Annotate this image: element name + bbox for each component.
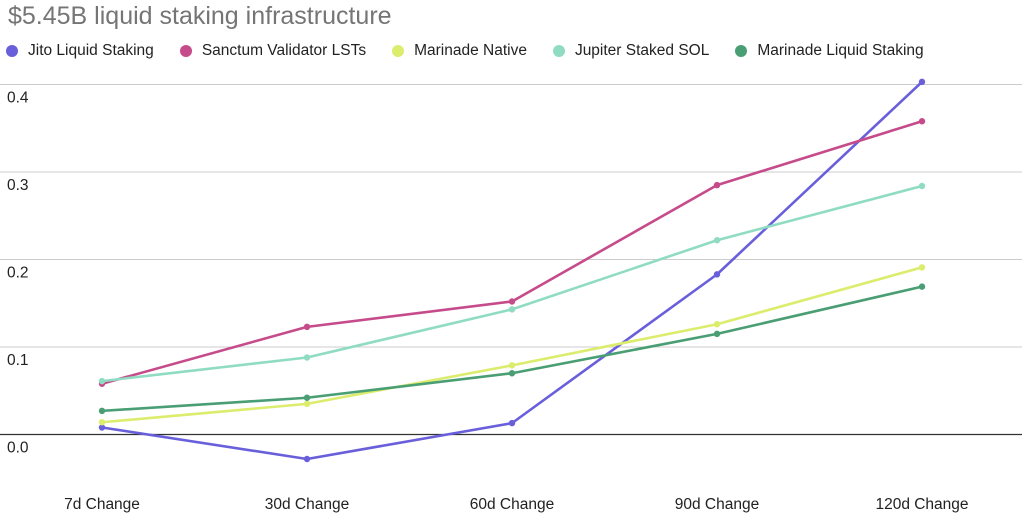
- x-tick-label: 90d Change: [675, 496, 759, 513]
- data-point-jupiter-staked-sol: [713, 237, 721, 244]
- data-point-sanctum-validator-lsts: [713, 181, 721, 189]
- y-tick-label: 0.0: [7, 440, 29, 457]
- data-point-marinade-native: [918, 264, 926, 271]
- x-tick-label: 7d Change: [64, 496, 140, 513]
- data-point-marinade-liquid-staking: [98, 407, 106, 415]
- data-point-sanctum-validator-lsts: [508, 298, 516, 305]
- legend-label: Jupiter Staked SOL: [574, 42, 710, 59]
- data-point-jupiter-staked-sol: [508, 306, 516, 313]
- legend-label: Marinade Liquid Staking: [757, 42, 924, 59]
- series-line-sanctum-validator-lsts: [100, 119, 924, 386]
- data-point-jupiter-staked-sol: [98, 377, 106, 385]
- x-tick-label: 60d Change: [470, 496, 554, 513]
- legend-swatch: [6, 45, 18, 57]
- data-point-marinade-liquid-staking: [303, 394, 311, 401]
- legend-item-jupiter-staked-sol: Jupiter Staked SOL: [552, 42, 710, 60]
- tick-layer: 0.0 0.1 0.2 0.3 0.4 7d Change 30d Change 60d Ch…: [7, 90, 969, 514]
- legend-item-marinade-liquid-staking: Marinade Liquid Staking: [735, 42, 924, 60]
- legend-swatch: [179, 45, 192, 57]
- y-tick-label: 0.2: [7, 265, 29, 282]
- data-point-marinade-liquid-staking: [713, 330, 721, 338]
- y-tick-label: 0.3: [7, 177, 29, 194]
- grid-layer: [0, 84, 1022, 348]
- data-point-jupiter-staked-sol: [918, 182, 926, 190]
- legend-label: Sanctum Validator LSTs: [201, 42, 367, 59]
- data-point-jito-liquid-staking: [508, 419, 516, 427]
- legend-swatch: [392, 45, 405, 57]
- x-tick-label: 30d Change: [265, 496, 349, 513]
- data-point-jito-liquid-staking: [918, 78, 926, 86]
- legend-item-marinade-native: Marinade Native: [392, 42, 527, 60]
- data-point-marinade-liquid-staking: [508, 370, 516, 377]
- chart-title: $5.45B liquid staking infrastructure: [8, 2, 392, 30]
- data-point-marinade-native: [713, 321, 721, 328]
- data-point-sanctum-validator-lsts: [918, 118, 926, 125]
- data-point-jito-liquid-staking: [713, 271, 721, 278]
- legend-item-jito-liquid-staking: Jito Liquid Staking: [6, 42, 154, 60]
- data-point-jito-liquid-staking: [303, 455, 311, 463]
- data-point-marinade-native: [303, 400, 311, 408]
- legend-swatch: [552, 45, 565, 57]
- data-point-jito-liquid-staking: [98, 424, 106, 431]
- legend-swatch: [735, 45, 748, 57]
- data-point-sanctum-validator-lsts: [303, 323, 311, 331]
- legend-label: Marinade Native: [414, 42, 527, 59]
- data-point-marinade-native: [508, 362, 516, 369]
- series-line-marinade-native: [100, 266, 924, 424]
- legend: Jito Liquid Staking Sanctum Validator LST…: [6, 38, 950, 64]
- legend-label: Jito Liquid Staking: [28, 42, 154, 59]
- point-layer: [98, 78, 926, 463]
- data-point-jupiter-staked-sol: [303, 354, 311, 361]
- y-tick-label: 0.1: [7, 352, 29, 369]
- y-tick-label: 0.4: [7, 90, 29, 107]
- data-point-marinade-liquid-staking: [918, 283, 926, 290]
- legend-item-sanctum-validator-lsts: Sanctum Validator LSTs: [179, 42, 367, 60]
- x-tick-label: 120d Change: [875, 496, 968, 513]
- series-layer: [100, 80, 924, 461]
- series-line-jupiter-staked-sol: [100, 184, 924, 383]
- data-point-marinade-native: [98, 419, 106, 426]
